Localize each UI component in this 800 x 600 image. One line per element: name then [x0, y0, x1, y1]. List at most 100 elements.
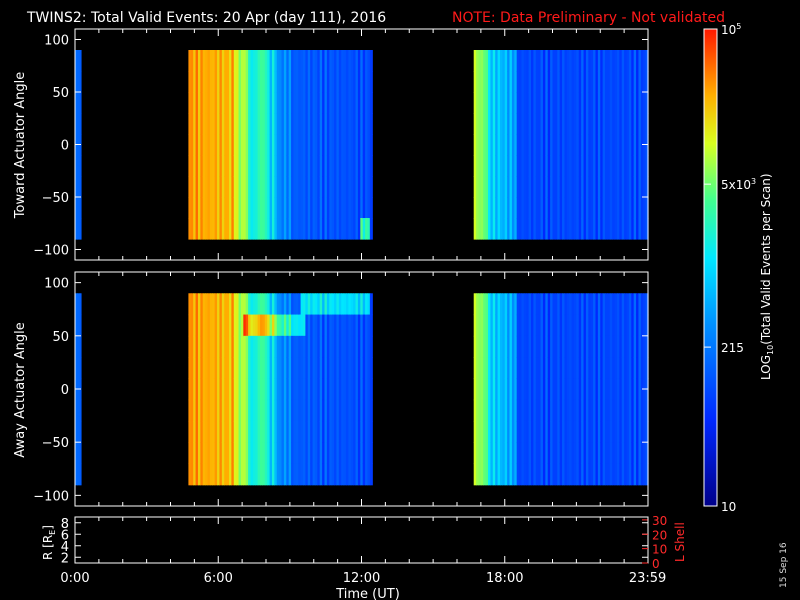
heatmap-cell	[228, 420, 232, 443]
heatmap-cell	[516, 378, 520, 401]
heatmap-cell	[221, 293, 225, 316]
heatmap-cell	[257, 113, 261, 135]
heatmap-cell	[75, 357, 78, 379]
heatmap-cell	[507, 442, 511, 465]
heatmap-cell	[238, 50, 242, 72]
heatmap-cell	[597, 50, 601, 72]
heatmap-cell	[645, 155, 649, 177]
heatmap-cell	[360, 197, 364, 219]
heatmap-cell	[219, 335, 223, 358]
heatmap-cell	[200, 92, 204, 114]
heatmap-cell	[279, 155, 283, 177]
heatmap-cell	[188, 378, 192, 401]
heatmap-cell	[362, 399, 366, 422]
heatmap-cell	[334, 113, 338, 135]
heatmap-cell	[542, 197, 546, 219]
heatmap-cell	[260, 463, 264, 486]
heatmap-cell	[636, 442, 640, 465]
heatmap-cell	[497, 314, 501, 337]
heatmap-cell	[271, 357, 275, 379]
heatmap-cell	[514, 92, 518, 114]
heatmap-cell	[236, 71, 240, 93]
heatmap-cell	[264, 92, 268, 114]
heatmap-cell	[624, 155, 628, 177]
heatmap-cell	[600, 335, 604, 358]
heatmap-cell	[77, 176, 81, 198]
heatmap-cell	[490, 176, 494, 198]
heatmap-cell	[314, 92, 318, 114]
heatmap-cell	[195, 92, 199, 114]
heatmap-cell	[200, 218, 204, 240]
heatmap-cell	[317, 218, 321, 240]
heatmap-cell	[533, 218, 537, 240]
heatmap-cell	[326, 50, 330, 72]
heatmap-cell	[619, 314, 623, 337]
heatmap-cell	[197, 197, 201, 219]
heatmap-cell	[621, 463, 625, 486]
heatmap-cell	[348, 218, 352, 240]
heatmap-cell	[542, 378, 546, 401]
heatmap-cell	[576, 176, 580, 198]
heatmap-cell	[336, 357, 340, 379]
heatmap-cell	[519, 314, 523, 337]
heatmap-cell	[581, 399, 585, 422]
heatmap-cell	[566, 378, 570, 401]
heatmap-cell	[585, 293, 589, 316]
heatmap-cell	[362, 134, 366, 156]
heatmap-cell	[238, 314, 242, 337]
heatmap-cell	[298, 71, 302, 93]
heatmap-cell	[324, 92, 328, 114]
heatmap-cell	[628, 176, 632, 198]
heatmap-cell	[578, 113, 582, 135]
heatmap-cell	[217, 92, 221, 114]
heatmap-cell	[319, 463, 323, 486]
heatmap-cell	[554, 463, 558, 486]
heatmap-cell	[566, 113, 570, 135]
heatmap-cell	[305, 71, 309, 93]
heatmap-cell	[483, 335, 487, 358]
heatmap-cell	[243, 197, 247, 219]
heatmap-cell	[499, 399, 503, 422]
heatmap-cell	[348, 399, 352, 422]
heatmap-cell	[226, 335, 230, 358]
heatmap-cell	[365, 399, 369, 422]
heatmap-cell	[324, 314, 328, 337]
heatmap-cell	[605, 71, 609, 93]
heatmap-cell	[286, 442, 290, 465]
heatmap-cell	[628, 113, 632, 135]
heatmap-cell	[255, 420, 259, 443]
heatmap-cell	[559, 50, 563, 72]
heatmap-cell	[310, 176, 314, 198]
heatmap-cell	[571, 314, 575, 337]
heatmap-cell	[542, 293, 546, 316]
heatmap-cell	[305, 113, 309, 135]
heatmap-cell	[281, 420, 285, 443]
heatmap-cell	[590, 378, 594, 401]
heatmap-cell	[593, 113, 597, 135]
heatmap-cell	[274, 335, 278, 358]
heatmap-cell	[312, 335, 316, 358]
heatmap-cell	[595, 50, 599, 72]
heatmap-cell	[205, 378, 209, 401]
heatmap-cell	[319, 155, 323, 177]
heatmap-cell	[314, 378, 318, 401]
heatmap-cell	[75, 335, 78, 358]
heatmap-cell	[331, 71, 335, 93]
heatmap-cell	[224, 218, 228, 240]
heatmap-cell	[279, 357, 283, 379]
heatmap-cell	[640, 335, 644, 358]
heatmap-cell	[365, 50, 369, 72]
heatmap-cell	[269, 463, 273, 486]
heatmap-cell	[583, 176, 587, 198]
heatmap-cell	[636, 134, 640, 156]
heatmap-cell	[564, 335, 568, 358]
heatmap-cell	[552, 197, 556, 219]
heatmap-cell	[519, 357, 523, 379]
x-tick-label: 18:00	[486, 571, 523, 586]
heatmap-cell	[314, 155, 318, 177]
heatmap-cell	[593, 420, 597, 443]
heatmap-cell	[214, 155, 218, 177]
y-tick-label: 20	[652, 528, 667, 542]
heatmap-cell	[353, 71, 357, 93]
